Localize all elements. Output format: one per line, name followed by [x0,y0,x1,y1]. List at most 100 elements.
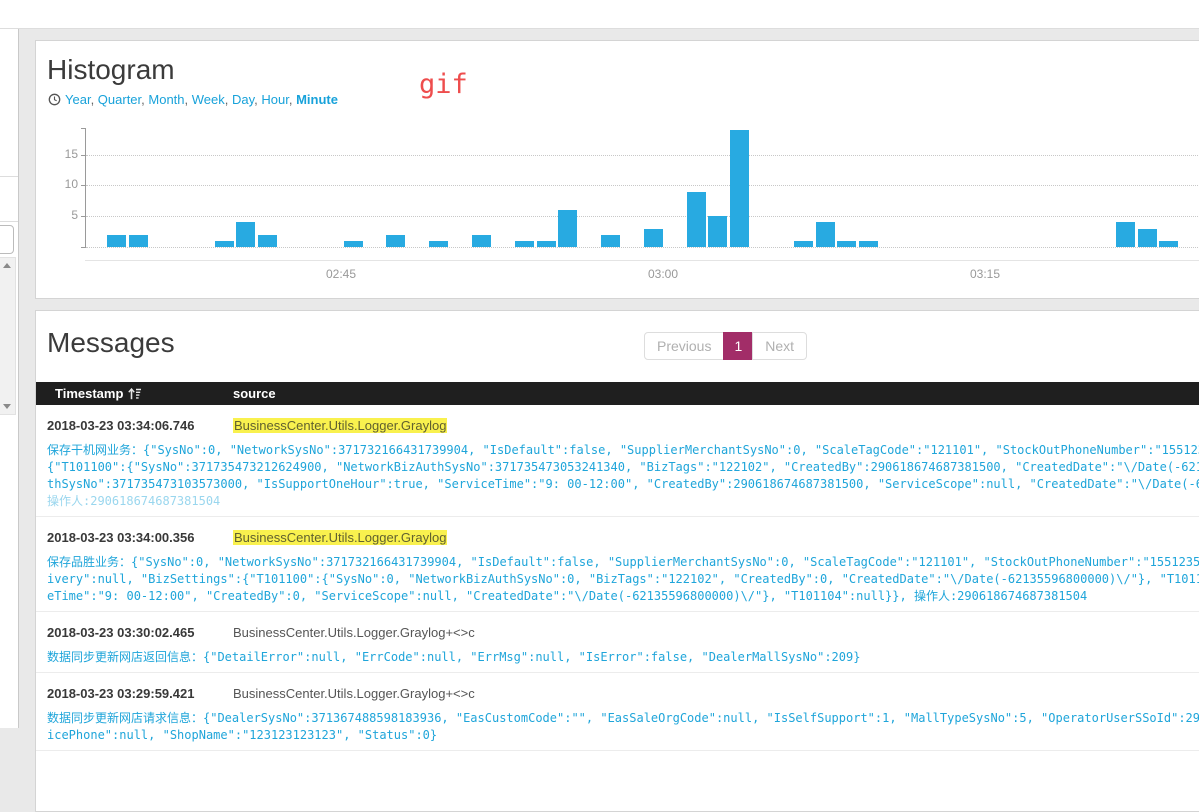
message-preview: 数据同步更新网店请求信息：{"DealerSysNo":371367488598… [47,710,1199,744]
histogram-bar[interactable] [1116,222,1136,247]
resolution-link-year[interactable]: Year [65,92,91,107]
message-timestamp: 2018-03-23 03:34:00.356 [47,530,195,545]
pagination-page-1[interactable]: 1 [723,332,754,360]
resolution-separator: , [224,92,232,107]
message-row[interactable]: 2018-03-23 03:30:02.465 BusinessCenter.Ut… [36,612,1199,673]
histogram-bar[interactable] [601,234,621,247]
histogram-bar[interactable] [515,240,535,247]
column-header-timestamp[interactable]: Timestamp [55,382,142,405]
y-axis-tick [81,247,85,248]
message-timestamp: 2018-03-23 03:30:02.465 [47,625,195,640]
pagination-next[interactable]: Next [752,332,808,360]
histogram-bar[interactable] [794,240,814,247]
message-line: 数据同步更新网店返回信息：{"DetailError":null, "ErrCo… [47,650,861,664]
sidebar-divider [0,221,18,222]
resolution-link-month[interactable]: Month [148,92,185,107]
pagination: Previous 1 Next [644,332,808,360]
resolution-link-day[interactable]: Day [232,92,255,107]
resolution-link-hour[interactable]: Hour [261,92,289,107]
histogram-bar[interactable] [1159,240,1179,247]
scroll-up-icon[interactable] [3,263,11,268]
message-row[interactable]: 2018-03-23 03:29:59.421 BusinessCenter.Ut… [36,673,1199,751]
histogram-bar[interactable] [558,210,578,247]
message-row-header: 2018-03-23 03:29:59.421 BusinessCenter.Ut… [47,685,1199,702]
histogram-bar[interactable] [686,191,706,247]
y-axis-label: 10 [64,177,78,192]
message-timestamp: 2018-03-23 03:29:59.421 [47,686,195,701]
resolution-links: Year, Quarter, Month, Week, Day, Hour, M… [65,92,338,107]
histogram-bar[interactable] [214,240,234,247]
histogram-bar[interactable] [536,240,556,247]
histogram-bar[interactable] [729,129,749,247]
y-axis-label: 5 [71,208,78,223]
histogram-bar[interactable] [128,234,148,247]
histogram-bar[interactable] [644,228,664,247]
sidebar-scrollbar[interactable] [0,257,16,415]
resolution-link-week[interactable]: Week [191,92,225,107]
message-line: ivery":null, "BizSettings":{"T101100":{"… [47,572,1199,586]
histogram-bar[interactable] [858,240,878,247]
message-line: eTime":"9: 00-12:00", "CreatedBy":0, "Se… [47,589,1088,603]
histogram-bar[interactable] [343,240,363,247]
message-timestamp: 2018-03-23 03:34:06.746 [47,418,195,433]
message-row-header: 2018-03-23 03:34:06.746 BusinessCenter.Ut… [47,417,1199,434]
message-line: thSysNo":371735473103573000, "IsSupportO… [47,477,1199,491]
message-line: 保存品胜业务：{"SysNo":0, "NetworkSysNo":371732… [47,555,1199,569]
histogram-bar[interactable] [815,222,835,247]
x-axis-label: 03:00 [647,267,679,281]
histogram-bar[interactable] [837,240,857,247]
histogram-bar[interactable] [1137,228,1157,247]
histogram-bar[interactable] [429,240,449,247]
scroll-down-icon[interactable] [3,404,11,409]
histogram-bar[interactable] [236,222,256,247]
histogram-bar[interactable] [257,234,277,247]
message-row-header: 2018-03-23 03:30:02.465 BusinessCenter.Ut… [47,624,1199,641]
histogram-bar[interactable] [107,234,127,247]
message-source: BusinessCenter.Utils.Logger.Graylog [233,530,448,545]
top-bar [0,0,1199,29]
y-axis-tick [81,128,85,129]
resolution-link-minute[interactable]: Minute [296,92,338,107]
messages-table-header: Timestamp source [36,382,1199,405]
gridline [86,154,1199,156]
message-preview: 保存干机网业务：{"SysNo":0, "NetworkSysNo":37173… [47,442,1199,510]
message-line: icePhone":null, "ShopName":"123123123123… [47,728,438,742]
histogram-chart: 5 10 15 02:45 03:00 03:15 [36,41,1199,298]
histogram-panel: Histogram Year, Quarter, Month, Week, Da… [35,40,1199,299]
pagination-previous[interactable]: Previous [644,332,725,360]
message-preview: 数据同步更新网店返回信息：{"DetailError":null, "ErrCo… [47,649,1199,666]
histogram-bar[interactable] [472,234,492,247]
y-axis-tick [81,216,85,218]
messages-panel: Messages Previous 1 Next Timestamp sourc… [35,310,1199,812]
left-sidebar-strip [0,29,19,728]
overlay-text-gif: gif [419,69,468,100]
messages-title: Messages [47,327,175,358]
histogram-bar[interactable] [386,234,406,247]
message-line: 保存干机网业务：{"SysNo":0, "NetworkSysNo":37173… [47,443,1199,457]
message-preview: 保存品胜业务：{"SysNo":0, "NetworkSysNo":371732… [47,554,1199,605]
x-axis [85,260,1199,261]
message-source: BusinessCenter.Utils.Logger.Graylog [233,418,448,433]
resolution-separator: , [90,92,98,107]
histogram-title: Histogram [47,54,175,85]
column-header-source[interactable]: source [233,386,276,401]
histogram-resolution-row: Year, Quarter, Month, Week, Day, Hour, M… [48,92,338,107]
message-row[interactable]: 2018-03-23 03:34:06.746 BusinessCenter.Ut… [36,405,1199,517]
clock-icon [48,93,61,106]
histogram-bar[interactable] [708,216,728,247]
y-axis [85,128,86,248]
y-axis-tick [81,185,85,187]
y-axis-tick [81,154,85,156]
resolution-separator: , [184,92,192,107]
message-source: BusinessCenter.Utils.Logger.Graylog+<>c [233,625,475,640]
sidebar-partial-input[interactable] [0,225,14,254]
resolution-separator: , [141,92,149,107]
gridline [86,216,1199,218]
message-line: 数据同步更新网店请求信息：{"DealerSysNo":371367488598… [47,711,1199,725]
gridline [86,185,1199,187]
resolution-separator: , [288,92,297,107]
y-axis-label: 15 [64,146,78,161]
message-row[interactable]: 2018-03-23 03:34:00.356 BusinessCenter.Ut… [36,517,1199,612]
x-axis-label: 03:15 [969,267,1001,281]
resolution-link-quarter[interactable]: Quarter [97,92,142,107]
